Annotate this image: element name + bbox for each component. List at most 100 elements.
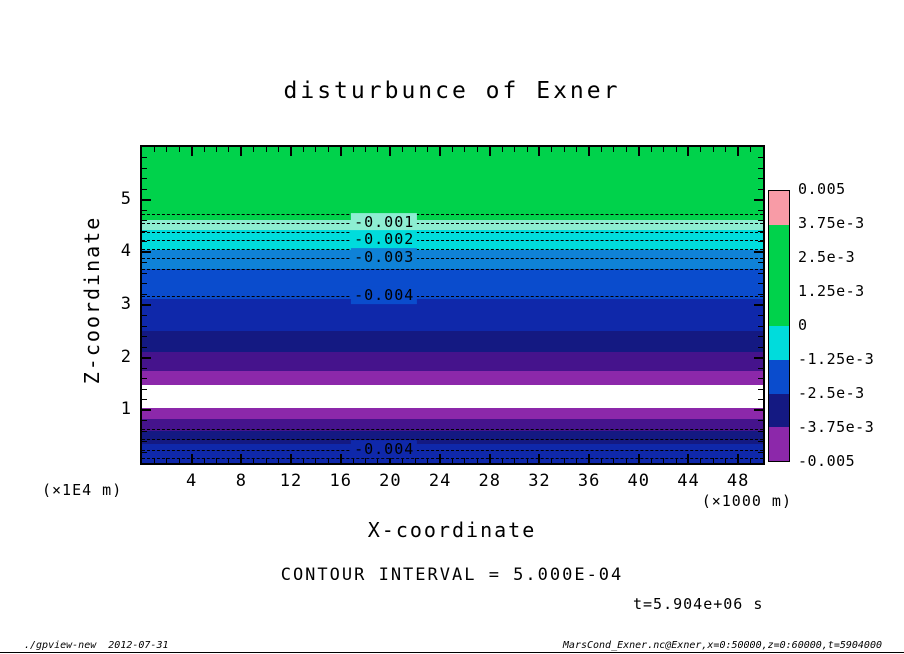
x-tick-label: 44 <box>677 471 700 491</box>
tick-mark <box>613 147 615 152</box>
tick-mark <box>142 325 147 327</box>
x-tick-label: 40 <box>627 471 651 491</box>
tick-mark <box>758 315 763 317</box>
tick-mark <box>178 147 180 152</box>
tick-mark <box>142 198 151 201</box>
tick-mark <box>464 147 466 152</box>
tick-mark <box>576 147 578 152</box>
tick-mark <box>750 458 752 463</box>
colorbar-tick-label: 2.5e-3 <box>798 248 856 266</box>
tick-mark <box>142 399 147 401</box>
tick-mark <box>142 315 147 317</box>
tone-band <box>142 431 763 445</box>
tick-mark <box>142 272 147 274</box>
contour-line <box>142 222 763 224</box>
tick-mark <box>464 458 466 463</box>
tick-mark <box>142 388 147 390</box>
colorbar-segment <box>769 427 789 461</box>
tone-band <box>142 385 763 408</box>
tick-mark <box>142 420 147 422</box>
tick-mark <box>278 458 280 463</box>
colorbar-segment <box>769 292 789 326</box>
tick-mark <box>402 458 404 463</box>
tick-mark <box>650 458 652 463</box>
tone-band <box>142 444 763 463</box>
tick-mark <box>265 458 267 463</box>
tick-mark <box>365 458 367 463</box>
tick-mark <box>142 356 151 359</box>
tick-mark <box>625 147 627 152</box>
colorbar-segment <box>769 191 789 225</box>
tick-mark <box>142 378 147 380</box>
tick-mark <box>700 147 702 152</box>
contour-line <box>142 248 763 250</box>
y-tick-label: 3 <box>120 294 132 314</box>
tick-mark <box>538 454 541 463</box>
colorbar-tick-label: -1.25e-3 <box>798 350 875 368</box>
tick-mark <box>365 147 367 152</box>
x-tick-label: 16 <box>329 471 352 491</box>
tick-mark <box>754 251 763 254</box>
tick-mark <box>675 147 677 152</box>
x-tick-label: 24 <box>428 471 452 491</box>
tick-mark <box>758 420 763 422</box>
x-axis-unit: (×1000 m) <box>701 492 792 510</box>
tick-mark <box>758 178 763 180</box>
tick-mark <box>601 147 603 152</box>
contour-line <box>142 231 763 233</box>
tick-mark <box>402 147 404 152</box>
contour-label: -0.002 <box>351 229 418 248</box>
tick-mark <box>663 147 665 152</box>
tick-mark <box>339 454 342 463</box>
tick-mark <box>754 198 763 201</box>
contour-line <box>142 450 763 452</box>
tick-mark <box>588 147 591 156</box>
tick-mark <box>700 458 702 463</box>
tick-mark <box>153 147 155 152</box>
contour-line <box>142 257 763 259</box>
tick-mark <box>414 458 416 463</box>
tick-mark <box>142 336 147 338</box>
footer-source-text: MarsCond_Exner.nc@Exner,x=0:50000,z=0:60… <box>562 640 882 651</box>
contour-label: -0.004 <box>351 286 418 305</box>
tick-mark <box>439 454 442 463</box>
tick-mark <box>488 454 491 463</box>
tick-mark <box>377 147 379 152</box>
y-tick-label: 2 <box>120 346 132 367</box>
tick-mark <box>142 430 147 432</box>
contour-label: -0.001 <box>351 212 418 231</box>
tick-mark <box>758 346 763 348</box>
colorbar-segment <box>769 258 789 293</box>
tick-mark <box>142 241 147 243</box>
tick-mark <box>754 304 763 306</box>
tick-mark <box>142 283 147 285</box>
tick-mark <box>601 458 603 463</box>
colorbar-segment <box>769 359 789 394</box>
tick-mark <box>551 147 553 152</box>
tick-mark <box>758 293 763 295</box>
tick-mark <box>754 409 763 412</box>
tick-mark <box>427 147 429 152</box>
tick-mark <box>142 209 147 211</box>
colorbar-segment <box>769 393 789 428</box>
tick-mark <box>203 147 205 152</box>
tick-mark <box>758 209 763 211</box>
tick-mark <box>142 346 147 348</box>
tone-band <box>142 269 763 300</box>
contour-label: -0.003 <box>351 247 418 266</box>
colorbar-segment <box>769 326 789 360</box>
tick-mark <box>142 157 147 159</box>
tick-mark <box>514 147 516 152</box>
tick-mark <box>228 458 230 463</box>
tone-band <box>142 371 763 386</box>
tone-band <box>142 220 763 231</box>
x-tick-label: 36 <box>577 471 601 491</box>
tick-mark <box>675 458 677 463</box>
x-tick-label: 20 <box>379 471 402 491</box>
tick-mark <box>452 147 453 152</box>
tone-band <box>142 299 763 331</box>
tick-mark <box>216 458 218 463</box>
tick-mark <box>302 147 304 152</box>
tick-mark <box>538 147 541 156</box>
